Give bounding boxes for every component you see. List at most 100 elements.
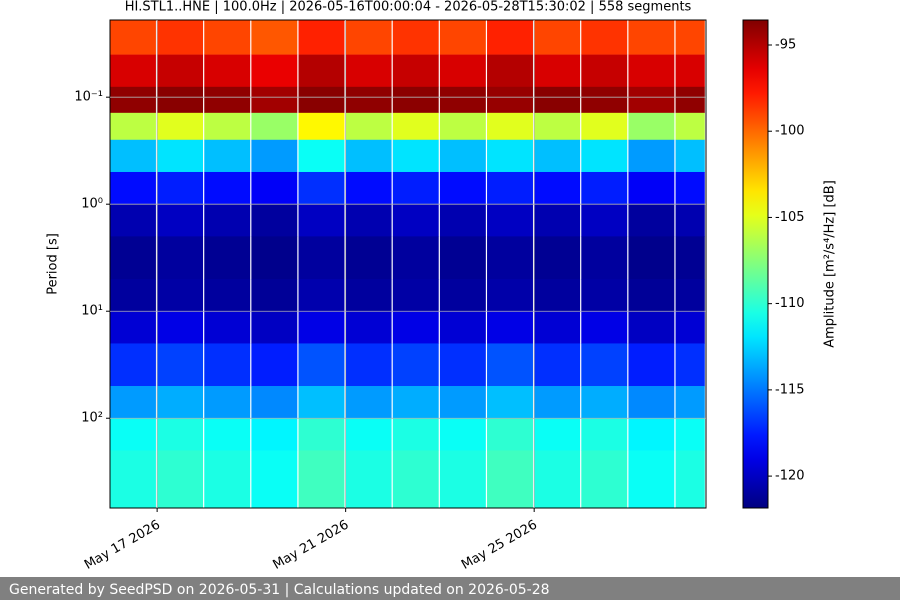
heatmap-cell <box>392 418 439 451</box>
heatmap-cell <box>110 311 156 344</box>
heatmap-cell <box>439 311 486 344</box>
heatmap-cell <box>487 279 533 312</box>
heatmap-cell <box>204 139 251 173</box>
heatmap-cell <box>628 171 675 205</box>
y-tick-label: 10¹ <box>81 304 103 319</box>
heatmap-cell <box>392 171 439 205</box>
heatmap-cell <box>251 171 298 205</box>
heatmap-cell <box>628 386 675 419</box>
heatmap-cell <box>628 112 675 141</box>
heatmap-cell <box>157 418 204 451</box>
heatmap-cell <box>628 279 675 312</box>
heatmap-cell <box>392 86 439 114</box>
heatmap-cell <box>392 204 439 237</box>
heatmap-cell <box>439 20 486 55</box>
heatmap-cell <box>204 204 251 237</box>
heatmap-cell <box>157 204 204 237</box>
heatmap-cell <box>392 20 439 55</box>
heatmap-cell <box>628 311 675 344</box>
heatmap-cell <box>345 386 392 419</box>
heatmap-cell <box>675 86 705 114</box>
heatmap-cell <box>204 311 251 344</box>
heatmap-cell <box>392 386 439 419</box>
heatmap-cell <box>439 171 486 205</box>
heatmap-cell <box>439 343 486 387</box>
chart-title: HI.STL1..HNE | 100.0Hz | 2026-05-16T00:0… <box>125 0 692 15</box>
heatmap-cell <box>110 112 156 141</box>
heatmap-cell <box>251 20 298 55</box>
heatmap-cell <box>439 86 486 114</box>
heatmap-cell <box>345 279 392 312</box>
heatmap-cell <box>675 112 705 141</box>
heatmap-cell <box>157 386 204 419</box>
heatmap-cell <box>157 139 204 173</box>
heatmap-cell <box>204 54 251 88</box>
heatmap-cell <box>204 418 251 451</box>
heatmap-cell <box>675 279 705 312</box>
heatmap-cell <box>110 139 156 173</box>
heatmap-cell <box>251 343 298 387</box>
heatmap-cell <box>581 171 628 205</box>
heatmap-cell <box>251 386 298 419</box>
heatmap-cell <box>439 204 486 237</box>
heatmap-cell <box>675 450 705 509</box>
x-tick-label: May 25 2026 <box>459 518 540 573</box>
heatmap-cell <box>157 86 204 114</box>
heatmap-cell <box>345 343 392 387</box>
heatmap-cell <box>110 86 156 114</box>
heatmap-cell <box>157 54 204 88</box>
heatmap-cell <box>628 86 675 114</box>
heatmap-cell <box>157 112 204 141</box>
heatmap-cell <box>628 450 675 509</box>
heatmap-cell <box>157 450 204 509</box>
heatmap-cell <box>581 450 628 509</box>
heatmap-cell <box>110 54 156 88</box>
heatmap-cell <box>298 279 345 312</box>
heatmap-cell <box>534 171 581 205</box>
heatmap-cell <box>675 139 705 173</box>
heatmap-cell <box>298 311 345 344</box>
heatmap-cell <box>675 204 705 237</box>
heatmap-cell <box>675 236 705 280</box>
heatmap-cell <box>534 236 581 280</box>
colorbar <box>742 19 769 509</box>
heatmap-cell <box>110 386 156 419</box>
heatmap-cell <box>628 139 675 173</box>
heatmap-cell <box>675 343 705 387</box>
heatmap-cell <box>534 450 581 509</box>
heatmap-cell <box>439 54 486 88</box>
heatmap-cell <box>251 279 298 312</box>
heatmap-cell <box>298 450 345 509</box>
heatmap-cell <box>392 236 439 280</box>
heatmap-cell <box>439 112 486 141</box>
heatmap-cell <box>157 171 204 205</box>
heatmap-cell <box>581 54 628 88</box>
heatmap-cell <box>298 112 345 141</box>
heatmap-cell <box>392 54 439 88</box>
heatmap-cell <box>204 450 251 509</box>
heatmap-cell <box>534 86 581 114</box>
y-axis-label: Period [s] <box>46 233 61 295</box>
heatmap-cell <box>298 139 345 173</box>
heatmap-cell <box>675 311 705 344</box>
heatmap-cell <box>204 20 251 55</box>
heatmap-cell <box>298 86 345 114</box>
heatmap-cell <box>675 54 705 88</box>
heatmap-cell <box>298 54 345 88</box>
heatmap-cell <box>581 20 628 55</box>
heatmap-cell <box>675 418 705 451</box>
heatmap-cell <box>534 139 581 173</box>
heatmap-cell <box>581 279 628 312</box>
x-tick-label: May 21 2026 <box>270 518 351 573</box>
heatmap-cell <box>439 450 486 509</box>
heatmap-cell <box>204 236 251 280</box>
heatmap-cell <box>157 236 204 280</box>
heatmap-cell <box>581 139 628 173</box>
heatmap-cell <box>204 279 251 312</box>
colorbar-tick-label: -95 <box>775 38 796 53</box>
heatmap-cell <box>345 450 392 509</box>
heatmap-cell <box>345 139 392 173</box>
heatmap-cell <box>487 171 533 205</box>
heatmap-cell <box>110 236 156 280</box>
